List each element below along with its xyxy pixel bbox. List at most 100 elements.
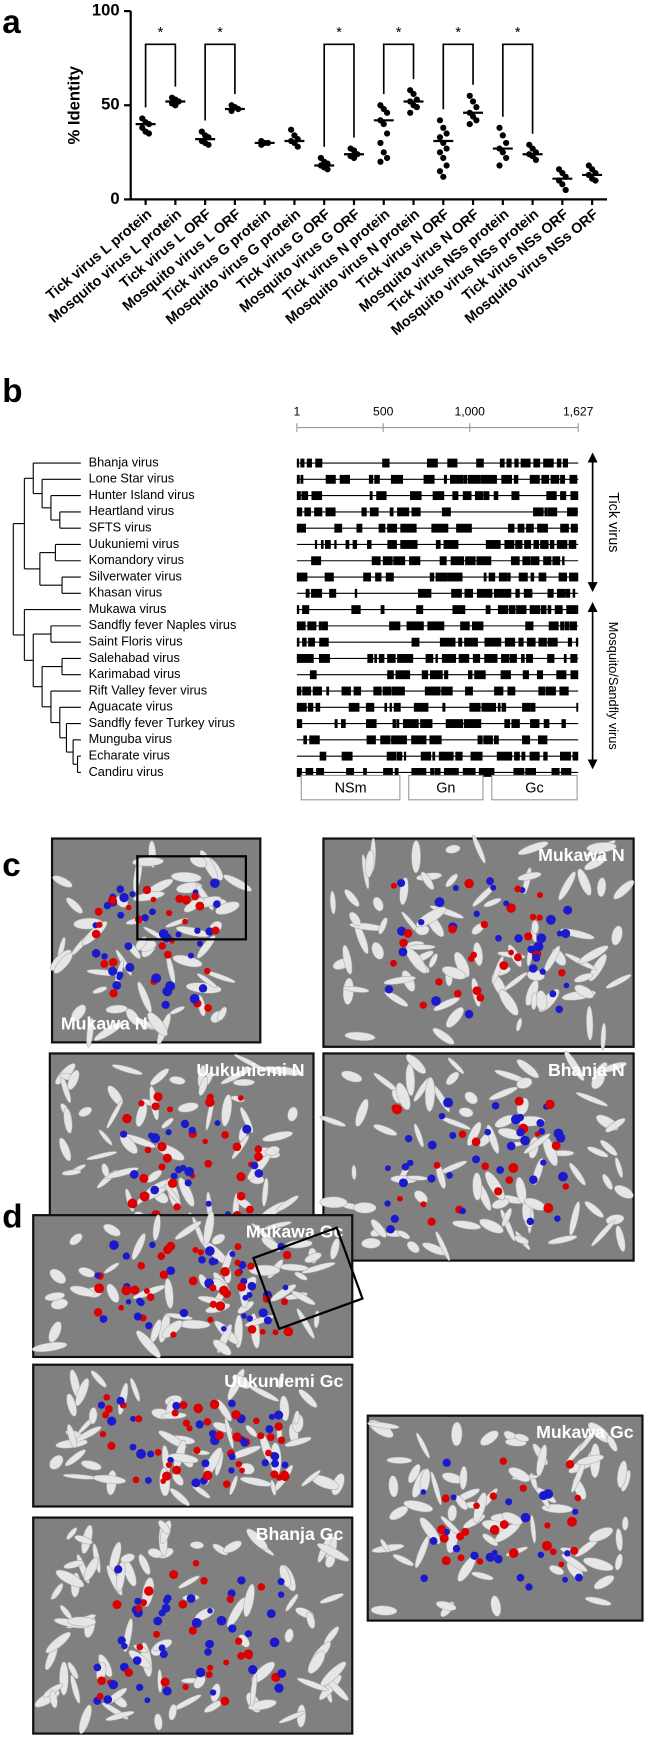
alignment-block	[462, 767, 476, 777]
significance-bracket	[144, 43, 177, 108]
ribbon	[169, 1076, 186, 1085]
residue	[205, 927, 214, 936]
residue	[171, 1409, 179, 1417]
ribbon	[226, 1597, 246, 1628]
alignment-block	[400, 540, 418, 549]
residue	[151, 973, 162, 984]
alignment-block	[452, 605, 466, 615]
residue	[144, 1697, 151, 1704]
alignment-block	[559, 686, 569, 696]
alignment-block	[543, 719, 550, 729]
residue	[229, 1251, 236, 1258]
ribbon	[479, 1218, 504, 1234]
residue	[139, 1173, 149, 1183]
residue	[97, 1676, 106, 1686]
alignment-block	[435, 572, 448, 582]
alignment-block	[548, 621, 559, 631]
residue	[442, 1458, 451, 1467]
residue	[516, 1128, 525, 1137]
ribbon	[164, 1278, 174, 1309]
virus-name: Echarate virus	[89, 748, 170, 763]
residue	[125, 1299, 132, 1305]
alignment-block	[309, 670, 317, 680]
data-point	[496, 124, 503, 131]
alignment-block	[416, 605, 424, 615]
ribbon	[138, 1554, 151, 1575]
data-point	[172, 102, 179, 109]
residue	[129, 1170, 139, 1179]
ribbon	[441, 966, 467, 980]
ribbon	[497, 1127, 523, 1140]
y-tick-label: 100	[92, 0, 120, 19]
ribbon	[471, 1571, 494, 1581]
alignment-block	[525, 621, 534, 631]
ribbon	[243, 1583, 255, 1618]
alignment-block	[296, 491, 301, 501]
residue	[489, 1525, 500, 1535]
alignment-block	[530, 702, 536, 712]
alignment-block	[314, 507, 323, 517]
residue	[391, 1104, 399, 1111]
alignment-block	[552, 556, 561, 566]
residue	[207, 1316, 214, 1323]
ribbon	[63, 1107, 73, 1134]
ribbon	[276, 1195, 299, 1212]
residue	[418, 918, 425, 926]
alignment-block	[560, 474, 566, 484]
alignment-block	[369, 507, 379, 517]
ribbon	[371, 942, 384, 960]
alignment-block	[533, 458, 541, 468]
residue	[124, 1668, 133, 1677]
alignment-block	[488, 572, 496, 582]
ribbon	[498, 989, 519, 1016]
ribbon	[329, 890, 336, 915]
ribbon	[480, 1430, 499, 1446]
alignment-block	[547, 605, 552, 615]
alignment-block	[472, 654, 481, 663]
alignment-block	[374, 474, 380, 484]
residue	[232, 1432, 242, 1442]
alignment-block	[301, 491, 309, 501]
data-point	[205, 141, 212, 148]
residue	[136, 1643, 144, 1651]
ribbon	[405, 947, 428, 974]
alignment-block	[341, 686, 351, 696]
residue	[122, 1252, 131, 1260]
ribbon	[279, 1564, 291, 1588]
alignment-block	[497, 702, 501, 712]
ribbon	[547, 1235, 578, 1245]
data-point	[440, 154, 447, 162]
alignment-block	[363, 767, 367, 777]
ribbon	[217, 1006, 227, 1022]
residue	[182, 1683, 189, 1691]
residue	[234, 1269, 242, 1277]
ribbon	[104, 1167, 139, 1179]
ribbon	[349, 911, 361, 927]
alignment-block	[296, 523, 306, 533]
alignment-block	[387, 540, 397, 549]
ribbon	[600, 1139, 618, 1157]
residue	[499, 961, 509, 970]
ribbon	[285, 1593, 299, 1612]
alignment-block	[485, 605, 491, 615]
residue	[471, 1137, 481, 1147]
residue	[281, 1298, 288, 1306]
alignment-block	[352, 540, 358, 549]
ribbon	[245, 1425, 258, 1438]
alignment-block	[518, 637, 524, 647]
alignment-block	[508, 605, 516, 615]
alignment-block	[392, 719, 397, 729]
residue	[438, 1112, 446, 1120]
ribbon	[403, 1500, 434, 1513]
alignment-block	[427, 621, 445, 631]
alignment-block	[365, 702, 375, 712]
residue	[220, 1267, 230, 1277]
ribbon	[459, 1466, 468, 1490]
ribbon	[361, 1237, 381, 1249]
alignment-block	[538, 686, 546, 696]
alignment-block	[500, 670, 511, 680]
residue	[147, 1450, 155, 1458]
alignment-block	[538, 637, 547, 647]
alignment-block	[464, 637, 478, 647]
data-point	[443, 162, 450, 169]
